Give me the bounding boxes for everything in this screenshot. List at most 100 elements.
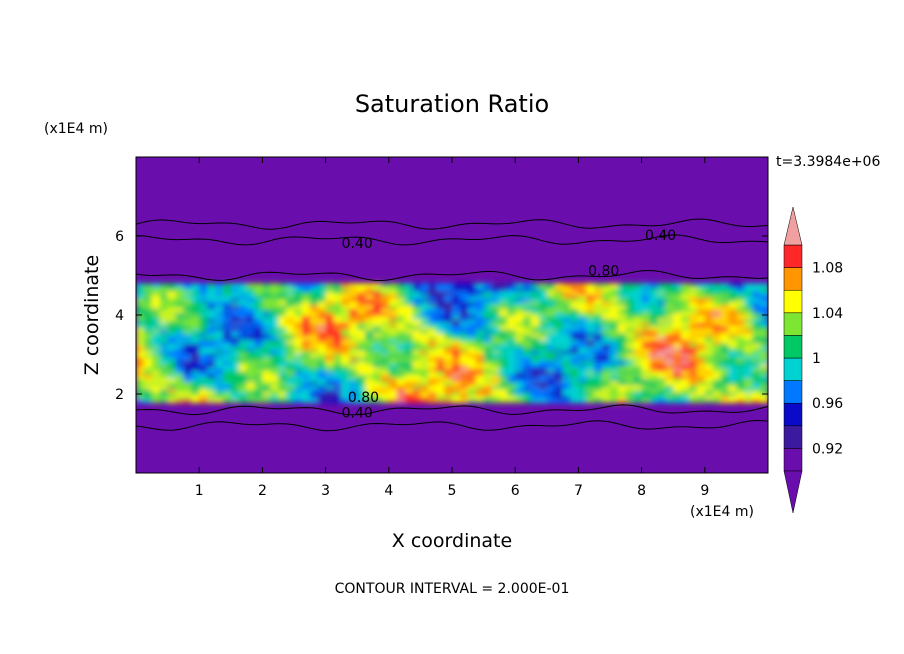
heatmap-cell (760, 304, 768, 309)
heatmap-cell (349, 360, 359, 365)
heatmap-cell (143, 325, 153, 330)
heatmap-cell (207, 374, 216, 379)
heatmap-cell (507, 380, 517, 386)
heatmap-cell (515, 325, 525, 330)
heatmap-cell (301, 398, 311, 403)
heatmap-cell (531, 394, 540, 400)
heatmap-cell (673, 380, 683, 386)
heatmap-cell (143, 286, 153, 292)
heatmap-cell (365, 391, 374, 396)
heatmap-cell (325, 290, 335, 295)
heatmap-cell (388, 293, 398, 299)
heatmap-cell (531, 339, 540, 344)
heatmap-cell (515, 387, 525, 393)
heatmap-cell (388, 356, 398, 362)
heatmap-cell (578, 394, 588, 400)
heatmap-cell (420, 367, 430, 372)
heatmap-cell (341, 321, 351, 327)
heatmap-cell (191, 349, 201, 355)
heatmap-cell (538, 398, 548, 403)
heatmap-cell (404, 353, 414, 358)
heatmap-cell (167, 314, 177, 320)
heatmap-cell (215, 384, 224, 389)
heatmap-cell (333, 300, 343, 306)
heatmap-cell (602, 363, 611, 369)
heatmap-cell (357, 325, 367, 330)
heatmap-cell (704, 311, 714, 316)
heatmap-cell (191, 384, 201, 389)
heatmap-cell (357, 370, 367, 376)
heatmap-cell (183, 342, 193, 348)
heatmap-cell (554, 286, 564, 292)
heatmap-cell (689, 318, 698, 323)
heatmap-cell (262, 353, 272, 358)
heatmap-cell (657, 370, 667, 376)
x-units-label: (x1E4 m) (690, 504, 754, 520)
heatmap-cell (199, 314, 209, 320)
heatmap-cell (136, 360, 145, 365)
heatmap-cell (736, 311, 746, 316)
heatmap-cell (317, 307, 327, 313)
chart-title: Saturation Ratio (355, 90, 549, 118)
contour-label: 0.40 (645, 228, 676, 244)
heatmap-cell (246, 335, 256, 341)
heatmap-cell (199, 325, 209, 330)
heatmap-cell (657, 377, 667, 382)
heatmap-cell (349, 346, 359, 351)
heatmap-cell (420, 356, 430, 362)
heatmap-cell (538, 332, 548, 337)
heatmap-cell (143, 367, 153, 372)
heatmap-cell (728, 377, 738, 382)
heatmap-cell (689, 335, 698, 341)
heatmap-cell (704, 290, 714, 295)
heatmap-cell (554, 363, 564, 369)
heatmap-cell (562, 314, 572, 320)
heatmap-cell (317, 321, 327, 327)
heatmap-cell (570, 314, 580, 320)
heatmap-cell (159, 391, 169, 396)
heatmap-cell (191, 374, 201, 379)
heatmap-cell (633, 349, 643, 355)
heatmap-cell (610, 325, 619, 330)
heatmap-cell (483, 328, 493, 334)
heatmap-cell (760, 367, 768, 372)
heatmap-cell (309, 286, 319, 292)
heatmap-cell (309, 353, 319, 358)
heatmap-cell (673, 293, 683, 299)
heatmap-cell (380, 307, 390, 313)
heatmap-cell (159, 304, 169, 309)
heatmap-cell (712, 342, 722, 348)
heatmap-cell (230, 394, 240, 400)
heatmap-cell (183, 300, 193, 306)
heatmap-cell (712, 360, 722, 365)
heatmap-cell (294, 325, 303, 330)
heatmap-cell (728, 367, 738, 372)
heatmap-cell (625, 300, 635, 306)
heatmap-cell (467, 300, 477, 306)
heatmap-cell (254, 339, 264, 344)
heatmap-cell (230, 290, 240, 295)
heatmap-cell (333, 339, 343, 344)
heatmap-cell (262, 293, 272, 299)
heatmap-cell (175, 370, 185, 376)
heatmap-cell (412, 349, 422, 355)
heatmap-cell (444, 325, 453, 330)
heatmap-cell (349, 300, 359, 306)
heatmap-cell (262, 391, 272, 396)
heatmap-cell (412, 367, 422, 372)
heatmap-cell (538, 356, 548, 362)
heatmap-cell (649, 311, 659, 316)
heatmap-cell (254, 311, 264, 316)
heatmap-cell (689, 394, 698, 400)
heatmap-cell (412, 356, 422, 362)
heatmap-cell (531, 300, 540, 306)
heatmap-cell (262, 398, 272, 403)
heatmap-cell (246, 363, 256, 369)
heatmap-cell (254, 346, 264, 351)
heatmap-cell (159, 328, 169, 334)
heatmap-cell (294, 363, 303, 369)
heatmap-cell (586, 377, 596, 382)
heatmap-cell (641, 321, 651, 327)
heatmap-cell (578, 314, 588, 320)
heatmap-cell (752, 353, 762, 358)
